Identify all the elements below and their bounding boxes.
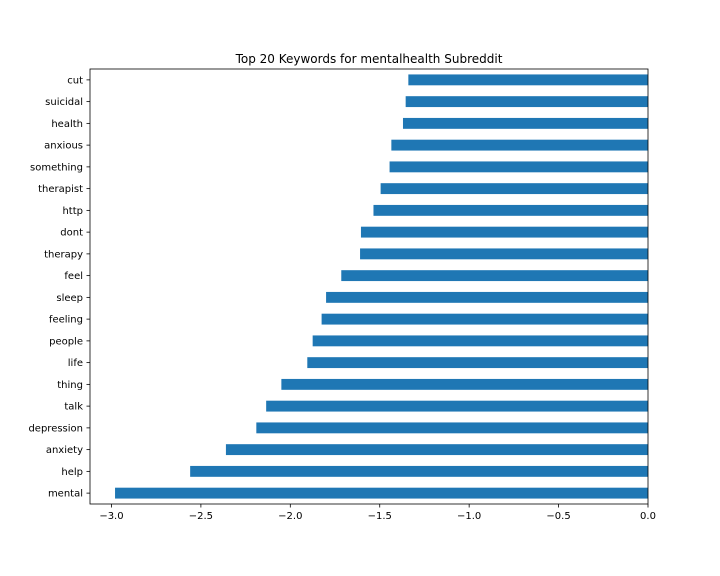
y-tick-label: therapy (44, 249, 83, 260)
y-tick-label: http (62, 206, 83, 217)
x-tick-label: −3.0 (99, 511, 123, 522)
y-tick-label: therapist (38, 184, 83, 195)
bar-http (373, 204, 648, 216)
y-tick-label: mental (48, 489, 83, 500)
bar-cut (408, 74, 648, 86)
bar-depression (256, 422, 648, 434)
y-tick-label: feel (64, 271, 83, 282)
bar-thing (281, 378, 648, 390)
y-tick-label: dont (60, 228, 83, 239)
y-tick-label: people (49, 336, 83, 347)
x-tick-label: −0.5 (546, 511, 570, 522)
bar-feeling (321, 313, 648, 325)
x-tick-label: 0.0 (640, 511, 656, 522)
bar-health (402, 117, 648, 129)
bar-therapy (360, 248, 648, 260)
bars-group (115, 74, 649, 499)
y-tick-label: help (61, 467, 83, 478)
bar-therapist (380, 183, 648, 195)
y-tick-label: depression (28, 423, 83, 434)
y-tick-label: talk (64, 402, 83, 413)
bar-life (307, 357, 648, 369)
bar-dont (360, 226, 648, 238)
bar-mental (115, 487, 649, 499)
y-tick-label: suicidal (45, 97, 83, 108)
y-tick-label: anxiety (46, 445, 83, 456)
x-tick-label: −2.0 (278, 511, 302, 522)
bar-talk (266, 400, 648, 412)
x-tick-label: −2.5 (189, 511, 213, 522)
bar-help (190, 465, 648, 477)
bar-feel (341, 270, 648, 282)
plot-frame (89, 68, 649, 505)
bar-something (389, 161, 648, 173)
y-tick-label: life (68, 358, 83, 369)
y-tick-label: cut (67, 75, 83, 86)
y-tick-label: health (51, 119, 83, 130)
y-tick-label: something (30, 162, 83, 173)
x-tick-label: −1.5 (368, 511, 392, 522)
x-tick-label: −1.0 (457, 511, 481, 522)
y-tick-label: thing (57, 380, 83, 391)
bar-anxious (391, 139, 648, 151)
bar-people (312, 335, 648, 347)
bar-anxiety (225, 444, 648, 456)
x-axis-ticks: −3.0 −2.5 −2.0 −1.5 −1.0 −0.5 0.0 (99, 504, 656, 522)
y-tick-label: anxious (44, 141, 83, 152)
y-tick-label: sleep (56, 293, 83, 304)
bar-sleep (326, 291, 648, 303)
bar-suicidal (405, 96, 648, 108)
y-tick-label: feeling (49, 315, 83, 326)
chart-title: Top 20 Keywords for mentalhealth Subredd… (235, 52, 503, 66)
y-axis-ticks: cut suicidal health anxious something therapi… (28, 75, 90, 500)
